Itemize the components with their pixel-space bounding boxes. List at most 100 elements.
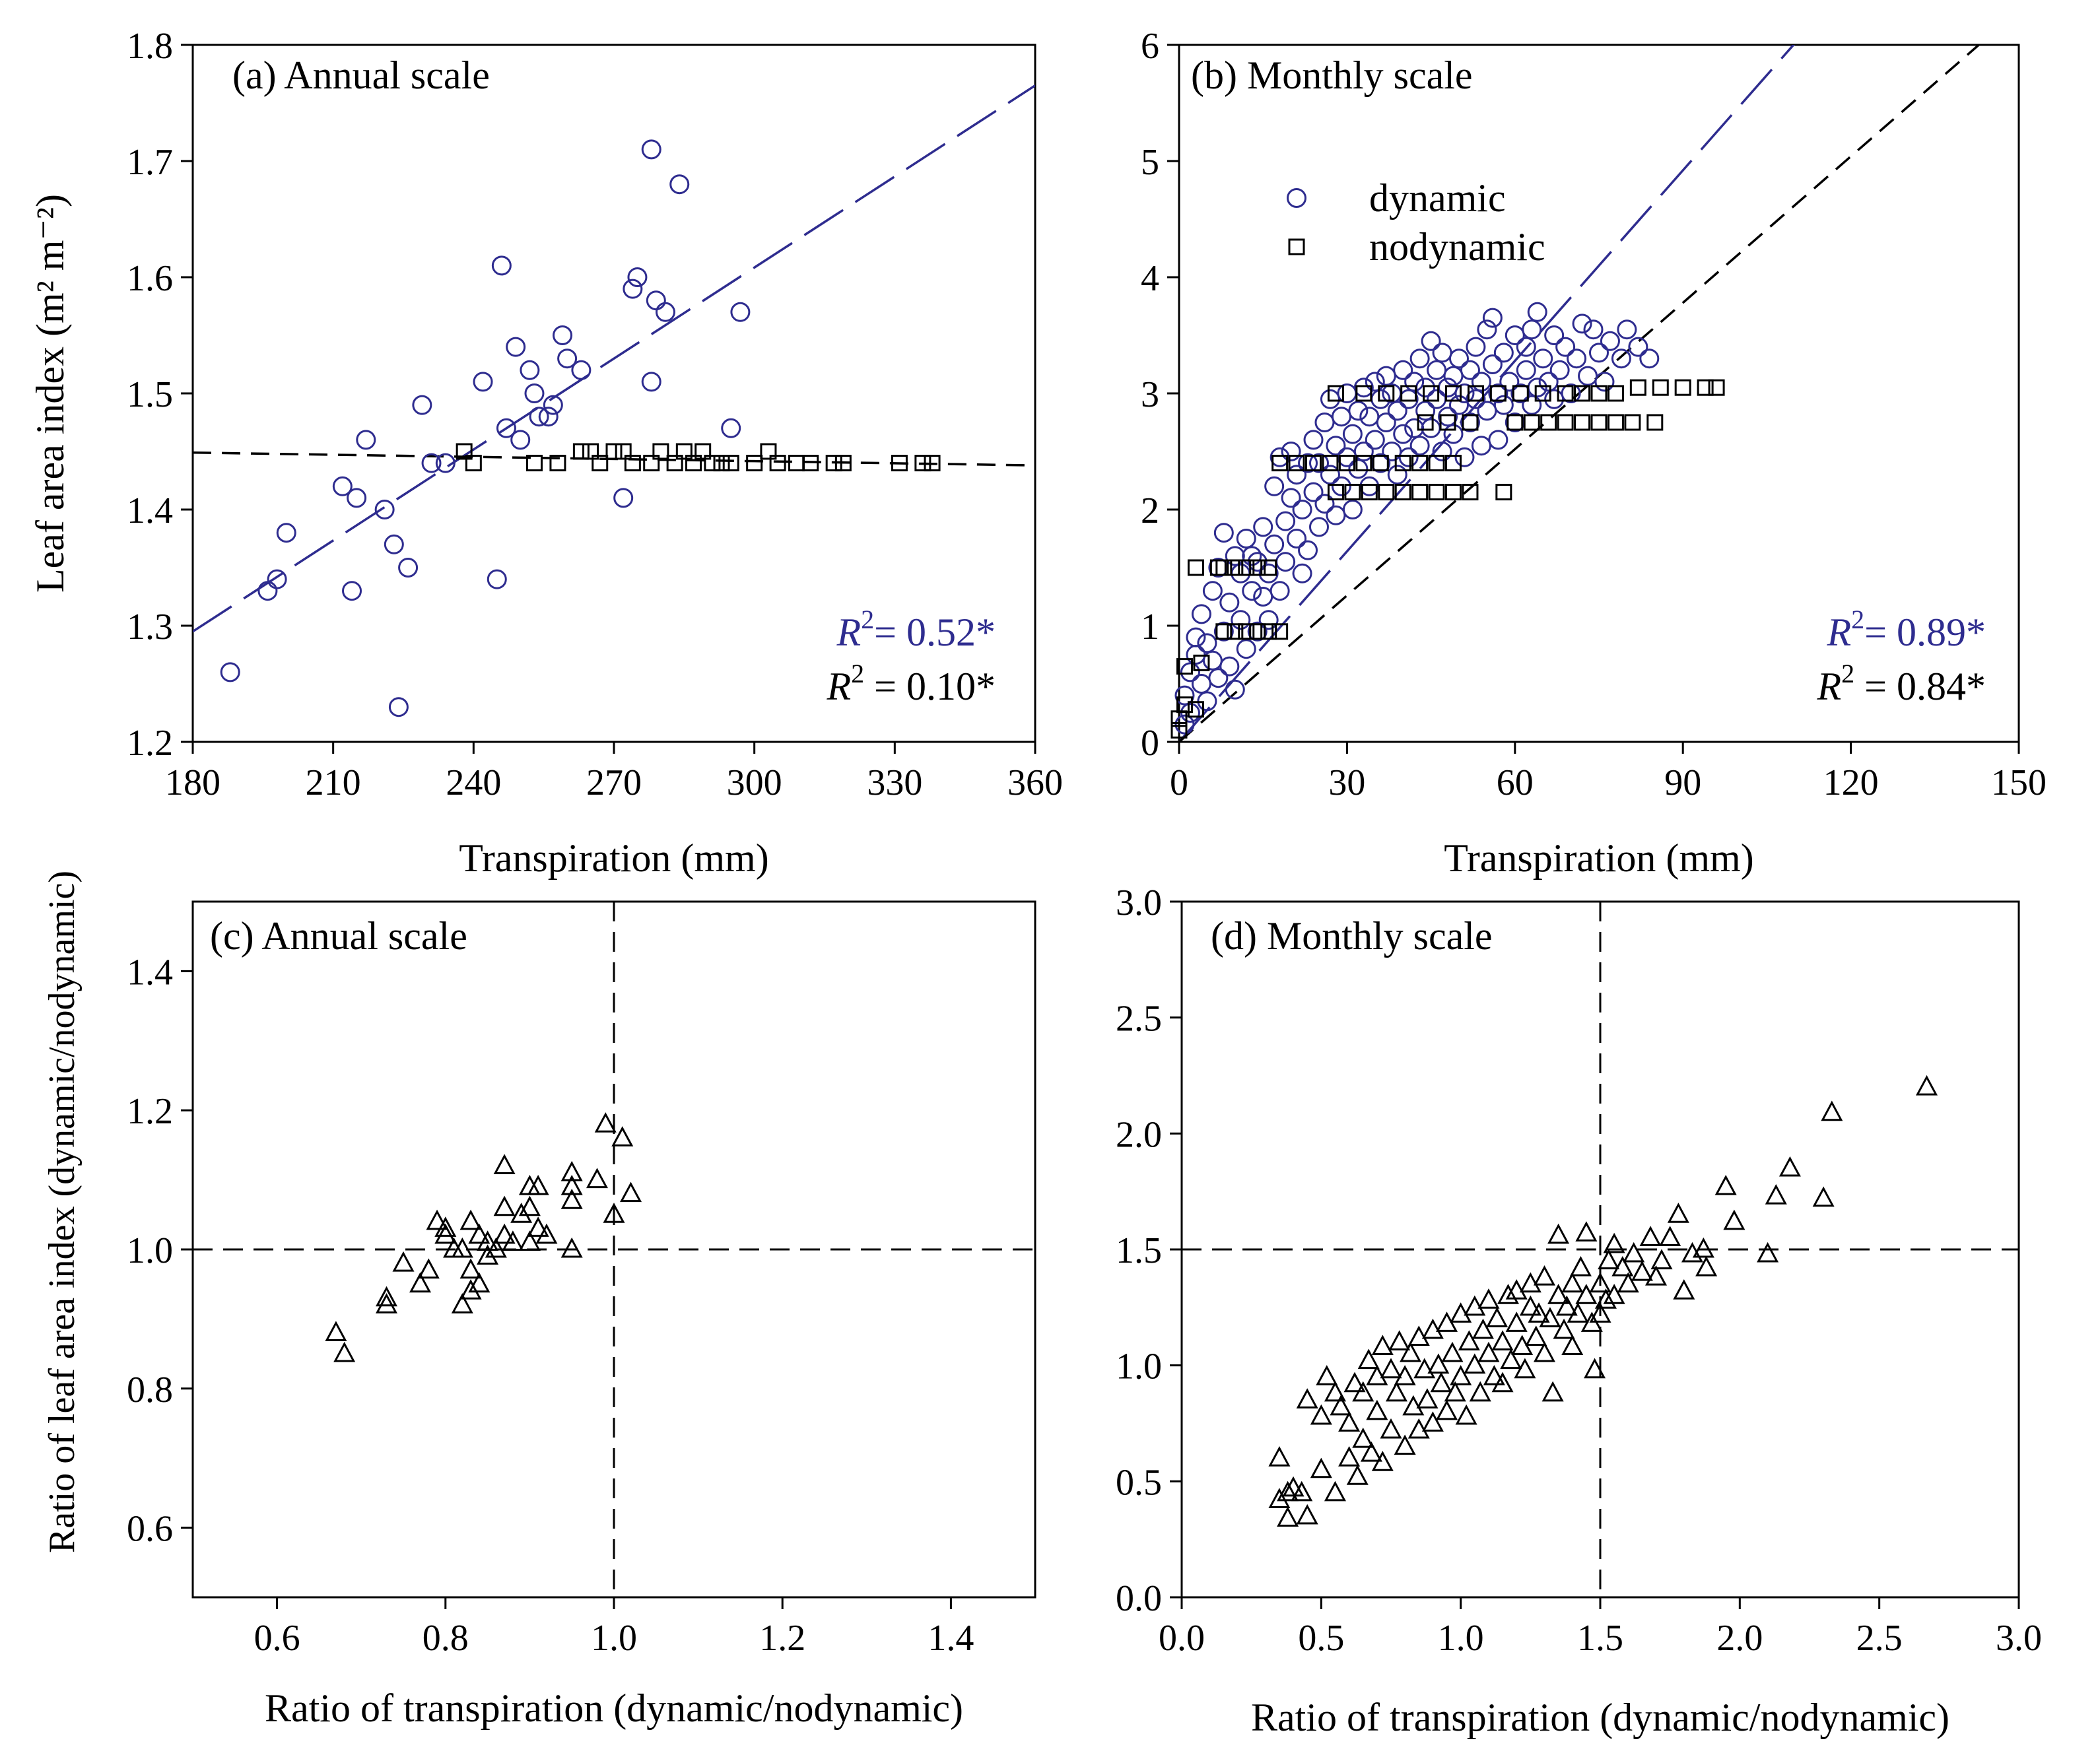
data-point-nodynamic [1372,455,1389,472]
data-point-nodynamic [1467,385,1484,402]
data-point-nodynamic [1428,455,1445,472]
data-point-nodynamic [1338,455,1355,472]
data-point-ratio [1533,1341,1555,1362]
data-point-dynamic [1208,668,1229,688]
data-point-nodynamic [1400,385,1417,402]
data-point-dynamic [1432,442,1452,461]
data-point-dynamic [1258,563,1279,583]
data-point-ratio [1589,1302,1611,1323]
series-ratio-d [1268,1075,1938,1527]
data-point-ratio [1371,1451,1394,1471]
data-point-nodynamic [1574,414,1591,431]
data-point-dynamic [1197,633,1217,653]
data-point-dynamic [529,407,549,427]
data-point-nodynamic [1288,455,1305,472]
data-point-ratio [560,1237,583,1258]
data-point-dynamic [1387,401,1407,421]
data-point-dynamic [1387,465,1407,485]
data-point-dynamic [1191,604,1211,624]
panel-a-annual-transpiration-lai: 180 210 240 270 300 330 360 1.2 1.3 1.4 1.5 1.6 1.7 1… [28,26,1063,880]
data-point-nodynamic [1507,414,1524,431]
panel-d-monthly-ratio: 0.0 0.5 1.0 1.5 2.0 2.5 3.0 0.0 0.5 1.0 1.5 2.0 2.5 3… [1116,882,2042,1739]
data-point-ratio [1310,1457,1332,1478]
data-point-dynamic [1499,372,1520,392]
data-point-nodynamic [1607,385,1624,402]
data-point-dynamic [1466,389,1486,409]
x-tick-label-a: 300 [727,762,782,803]
data-point-ratio [1525,1325,1547,1346]
data-point-nodynamic [1322,455,1339,472]
data-point-nodynamic [1394,484,1411,501]
data-point-nodynamic [924,455,941,472]
x-axis-label-d: Ratio of transpiration (dynamic/nodynami… [1251,1696,1949,1739]
data-point-ratio [1268,1488,1291,1508]
data-point-ratio [1528,1302,1550,1323]
data-point-ratio [1594,1288,1617,1309]
data-point-dynamic [1320,465,1340,485]
x-tick-label-d: 2.5 [1856,1618,1903,1659]
x-axis-label-a: Transpiration (mm) [459,836,768,880]
data-point-ratio [1723,1209,1745,1230]
data-point-dynamic [1253,517,1273,537]
data-point-dynamic [1236,529,1256,548]
data-point-nodynamic [704,455,721,472]
data-point-dynamic [1298,453,1318,473]
legend-label-dynamic: dynamic [1369,176,1506,220]
data-point-ratio [1505,1311,1528,1332]
y-tick-label-a: 1.4 [127,490,173,531]
data-point-dynamic [1409,436,1430,456]
data-point-dynamic [1303,482,1324,502]
data-point-dynamic [721,418,741,438]
shared-y-axis-label-bottom: Ratio of leaf area index (dynamic/nodyna… [42,871,83,1553]
x-tick-label-c: 0.8 [423,1618,469,1659]
data-point-dynamic [1460,413,1480,432]
data-point-dynamic [1275,511,1296,531]
data-point-dynamic [1454,383,1475,403]
y-tick-label-b: 1 [1141,607,1159,647]
data-point-nodynamic [652,443,669,460]
data-point-dynamic [1538,372,1559,392]
data-point-ratio [1547,1223,1570,1244]
x-tick-label-c: 1.4 [928,1618,974,1659]
data-point-ratio [1394,1365,1416,1385]
data-point-nodynamic [1260,559,1277,576]
panel-c-annual-ratio: 0.6 0.8 1.0 1.2 1.4 0.6 0.8 1.0 1.2 1.4 Ratio of t… [127,900,1036,1730]
data-point-nodynamic [1629,379,1646,396]
data-point-ratio [1268,1446,1291,1467]
y-tick-label-b: 0 [1141,723,1159,764]
y-tick-label-c: 0.8 [127,1370,173,1410]
data-point-ratio [485,1237,507,1258]
data-point-nodynamic [1227,623,1244,640]
data-point-ratio [1472,1318,1494,1339]
x-tick-label-a: 360 [1007,762,1063,803]
data-point-dynamic [1225,679,1245,700]
data-point-dynamic [1225,546,1245,566]
data-point-dynamic [1516,360,1536,380]
data-point-ratio [1291,1480,1313,1502]
panel-title-b: (b) Monthly scale [1191,53,1473,97]
data-point-dynamic [1186,627,1206,647]
data-point-nodynamic [713,455,730,472]
data-point-ratio [1598,1249,1620,1270]
data-point-dynamic [1376,413,1396,432]
data-point-dynamic [1365,430,1385,450]
data-point-nodynamic [1249,559,1266,576]
data-point-ratio [560,1189,583,1209]
data-point-ratio [1667,1203,1689,1223]
series-nodynamic-a [456,443,941,472]
data-point-ratio [1343,1372,1366,1393]
data-point-ratio [1477,1288,1500,1309]
data-point-dynamic [730,302,751,322]
data-point-ratio [1352,1381,1374,1402]
series-nodynamic-b [1170,379,1725,739]
data-point-ratio [1567,1302,1589,1323]
data-point-dynamic [1264,534,1285,554]
y-tick-label-d: 1.0 [1116,1346,1162,1387]
data-point-ratio [1357,1348,1380,1370]
data-point-dynamic [1549,360,1570,380]
x-tick-label-a: 330 [867,762,922,803]
data-point-nodynamic [1193,654,1210,671]
data-point-dynamic [1231,610,1251,630]
data-point-ratio [1500,1348,1522,1370]
